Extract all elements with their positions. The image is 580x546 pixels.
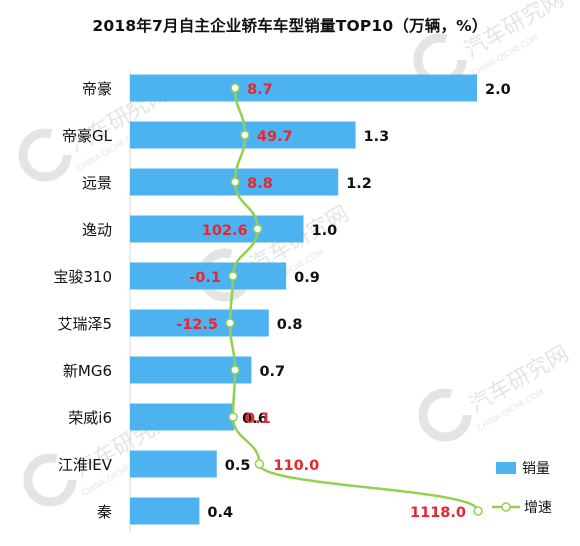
- bar-value-label: 1.2: [346, 176, 372, 192]
- growth-value-label: 110.0: [273, 458, 319, 474]
- bar-value-label: 0.5: [225, 458, 251, 474]
- bar: [130, 215, 304, 243]
- growth-point: [254, 459, 265, 469]
- growth-value-label: 0.1: [245, 411, 271, 427]
- growth-point: [225, 318, 235, 328]
- bar: [130, 74, 477, 102]
- bar-value-label: 1.3: [364, 129, 390, 145]
- growth-point: [473, 506, 483, 516]
- growth-value-label: 102.6: [202, 223, 248, 239]
- bar: [130, 309, 269, 337]
- growth-point: [230, 177, 240, 187]
- growth-value-label: -0.1: [189, 270, 221, 286]
- bar-value-label: 0.4: [207, 505, 233, 521]
- growth-point: [252, 224, 263, 234]
- bar-value-label: 0.7: [259, 364, 285, 380]
- category-label: 逸动: [82, 221, 112, 239]
- bar-value-label: 0.6: [242, 411, 268, 427]
- growth-value-label: 1118.0: [410, 505, 466, 521]
- category-label: 艾瑞泽5: [57, 315, 112, 333]
- growth-point: [240, 130, 250, 140]
- growth-point: [230, 365, 240, 375]
- legend-label-bar: 销量: [522, 461, 550, 477]
- category-label: 帝豪: [82, 80, 112, 98]
- bar-value-label: 2.0: [485, 82, 511, 98]
- category-label: 新MG6: [63, 362, 112, 380]
- bar-value-label: 1.0: [312, 223, 338, 239]
- growth-value-label: 8.7: [247, 82, 273, 98]
- growth-point: [230, 83, 240, 93]
- growth-value-label: -12.5: [176, 317, 218, 333]
- bar: [130, 450, 217, 478]
- growth-value-label: 8.8: [247, 176, 273, 192]
- legend-swatch-marker: [501, 502, 511, 512]
- growth-point: [228, 271, 238, 281]
- category-label: 江淮IEV: [58, 456, 113, 474]
- bar: [130, 497, 200, 525]
- bar-value-label: 0.8: [277, 317, 303, 333]
- watermark-logo-icon: [418, 388, 472, 442]
- bar-value-label: 0.9: [294, 270, 320, 286]
- category-label: 宝骏310: [53, 268, 112, 286]
- category-label: 远景: [82, 174, 112, 192]
- category-label: 帝豪GL: [62, 127, 113, 145]
- legend-label-line: 增速: [524, 500, 552, 516]
- watermark-logo-icon: [23, 453, 77, 507]
- growth-value-label: 49.7: [257, 129, 293, 145]
- growth-point: [228, 412, 238, 422]
- bar: [130, 403, 235, 431]
- category-label: 秦: [97, 503, 112, 521]
- category-label: 荣威i6: [68, 409, 112, 427]
- growth-line: [228, 87, 480, 512]
- legend-swatch-bar: [496, 462, 516, 474]
- watermark-logo-icon: [18, 128, 72, 182]
- bar: [130, 262, 287, 290]
- chart-title: 2018年7月自主企业轿车车型销量TOP10（万辆，%）: [92, 17, 488, 35]
